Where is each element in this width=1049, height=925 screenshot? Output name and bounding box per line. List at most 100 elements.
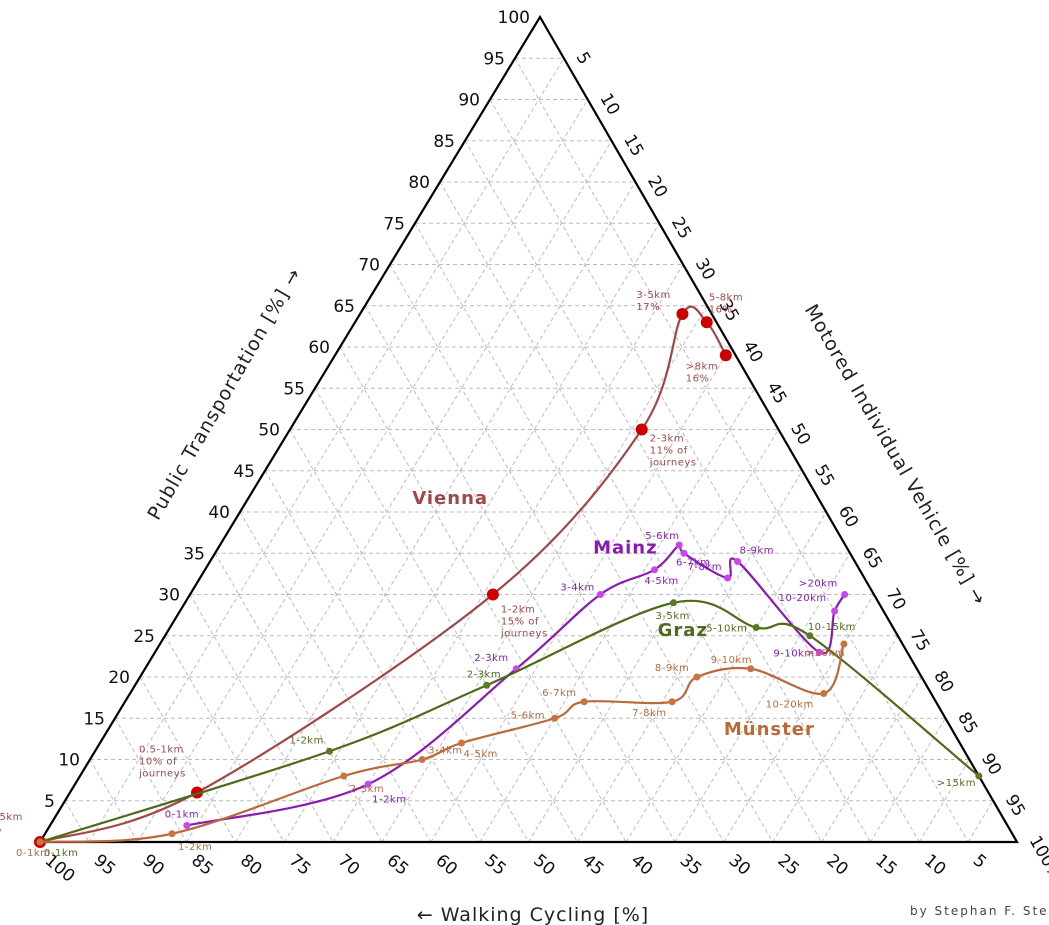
data-point — [975, 772, 983, 780]
data-point — [676, 308, 689, 320]
data-point — [340, 772, 348, 780]
data-point — [457, 739, 465, 747]
tick-label-walking-cycling: 70 — [334, 851, 363, 880]
tick-label-walking-cycling: 15 — [871, 851, 900, 880]
data-point — [700, 316, 713, 329]
data-label: 3-5km — [656, 611, 690, 622]
data-label: 7-8km — [688, 562, 722, 573]
data-label: 2-3km — [474, 653, 508, 664]
data-label: 2-3km — [350, 784, 384, 795]
data-point — [831, 607, 839, 615]
tick-label-motored: 55 — [810, 461, 838, 490]
tick-label-walking-cycling: 65 — [383, 851, 412, 880]
grid-line-walking-cycling — [389, 264, 725, 843]
grid-line-motored — [528, 429, 779, 843]
data-point — [364, 780, 372, 788]
data-label: 1-2km — [372, 794, 406, 805]
data-label: 10-20km — [766, 700, 814, 711]
data-point — [675, 541, 683, 549]
data-label: 2-3km — [467, 669, 501, 680]
data-point — [806, 632, 814, 640]
data-label: >8km 16% — [686, 361, 718, 384]
grid-line-motored — [186, 140, 612, 843]
data-label: 0-1km — [165, 810, 199, 821]
data-point — [418, 756, 426, 763]
tick-label-public-transport: 25 — [133, 627, 155, 647]
data-label: 6-7km — [676, 557, 710, 568]
data-label: 5-8km 16% — [709, 292, 743, 315]
tick-label-public-transport: 5 — [44, 792, 55, 812]
tick-label-walking-cycling: 10 — [920, 851, 949, 880]
data-label: 0-1km — [44, 848, 78, 859]
data-point — [486, 588, 499, 601]
tick-label-motored: 10 — [595, 90, 623, 119]
data-point — [580, 698, 588, 706]
axis-title-walking-cycling: ← Walking Cycling [%] — [417, 904, 649, 925]
tick-label-public-transport: 70 — [358, 256, 380, 276]
data-label: 8-9km — [655, 663, 689, 674]
grid-line-walking-cycling — [164, 635, 285, 843]
data-point — [596, 591, 604, 598]
tick-label-public-transport: 45 — [233, 462, 255, 482]
grid-line-motored — [430, 346, 732, 843]
axis-title-motored-individual: Motored Individual Vehicle [%] → — [800, 301, 991, 610]
grid-line-walking-cycling — [89, 759, 139, 843]
tick-label-walking-cycling: 95 — [90, 851, 119, 880]
grid-line-motored — [625, 511, 827, 843]
data-label: 7-8km — [632, 708, 666, 719]
grid-line-motored — [576, 470, 803, 843]
data-point — [483, 681, 491, 689]
data-label: 9-10km — [711, 655, 752, 666]
tick-label-motored: 60 — [834, 503, 862, 532]
credit-text: by Stephan F. Steinbach — [910, 904, 1049, 918]
data-label: 5-10km — [706, 624, 747, 635]
tick-label-walking-cycling: 25 — [774, 851, 803, 880]
tick-label-public-transport: 40 — [208, 503, 230, 523]
series-line — [186, 543, 846, 827]
data-label: 5-6km — [511, 710, 545, 721]
grid-line-motored — [479, 387, 756, 843]
tick-label-public-transport: 10 — [58, 751, 80, 771]
data-point — [719, 349, 732, 362]
tick-label-public-transport: 30 — [158, 586, 180, 606]
grid-line-motored — [137, 99, 589, 843]
grid-line-walking-cycling — [464, 140, 871, 843]
data-label: >15km — [937, 778, 976, 789]
tick-label-motored: 50 — [786, 420, 814, 449]
tick-label-motored: 65 — [858, 544, 886, 573]
tick-label-public-transport: 100 — [498, 8, 530, 28]
series-name-label: Vienna — [412, 488, 488, 509]
tick-label-motored: 25 — [667, 214, 695, 243]
tick-label-public-transport: 90 — [458, 91, 480, 111]
data-label: 1-2km — [178, 842, 212, 853]
tick-label-public-transport: 35 — [183, 544, 205, 564]
tick-label-motored: 100% — [1025, 833, 1049, 885]
data-label: 3-4km — [428, 746, 462, 757]
data-point — [820, 690, 828, 697]
tick-label-walking-cycling: 90 — [138, 851, 167, 880]
grid-line-motored — [381, 305, 708, 843]
tick-label-motored: 15 — [619, 131, 647, 160]
grid-line-walking-cycling — [414, 222, 774, 843]
tick-label-public-transport: 20 — [108, 668, 130, 688]
tick-label-public-transport: 95 — [483, 49, 505, 69]
grid-line-walking-cycling — [239, 511, 432, 843]
data-point — [752, 624, 760, 631]
data-point — [840, 640, 848, 648]
tick-label-motored: 85 — [953, 709, 981, 738]
grid-line-motored — [772, 635, 899, 843]
data-point — [551, 714, 559, 722]
tick-label-motored: 80 — [929, 668, 957, 697]
tick-label-walking-cycling: 35 — [676, 851, 705, 880]
data-point — [168, 830, 176, 838]
data-label: 10-15km — [808, 622, 856, 633]
grid-line-walking-cycling — [314, 387, 578, 843]
grid-line-motored — [674, 552, 851, 843]
tick-label-walking-cycling: 5 — [969, 851, 990, 873]
data-label: 3-5km 17% — [636, 290, 670, 313]
grid-line-walking-cycling — [339, 346, 627, 843]
data-label: 1-2km 15% of journeys — [500, 605, 548, 640]
tick-label-walking-cycling: 20 — [822, 851, 851, 880]
data-label: 0-0.5km16% — [0, 812, 23, 835]
